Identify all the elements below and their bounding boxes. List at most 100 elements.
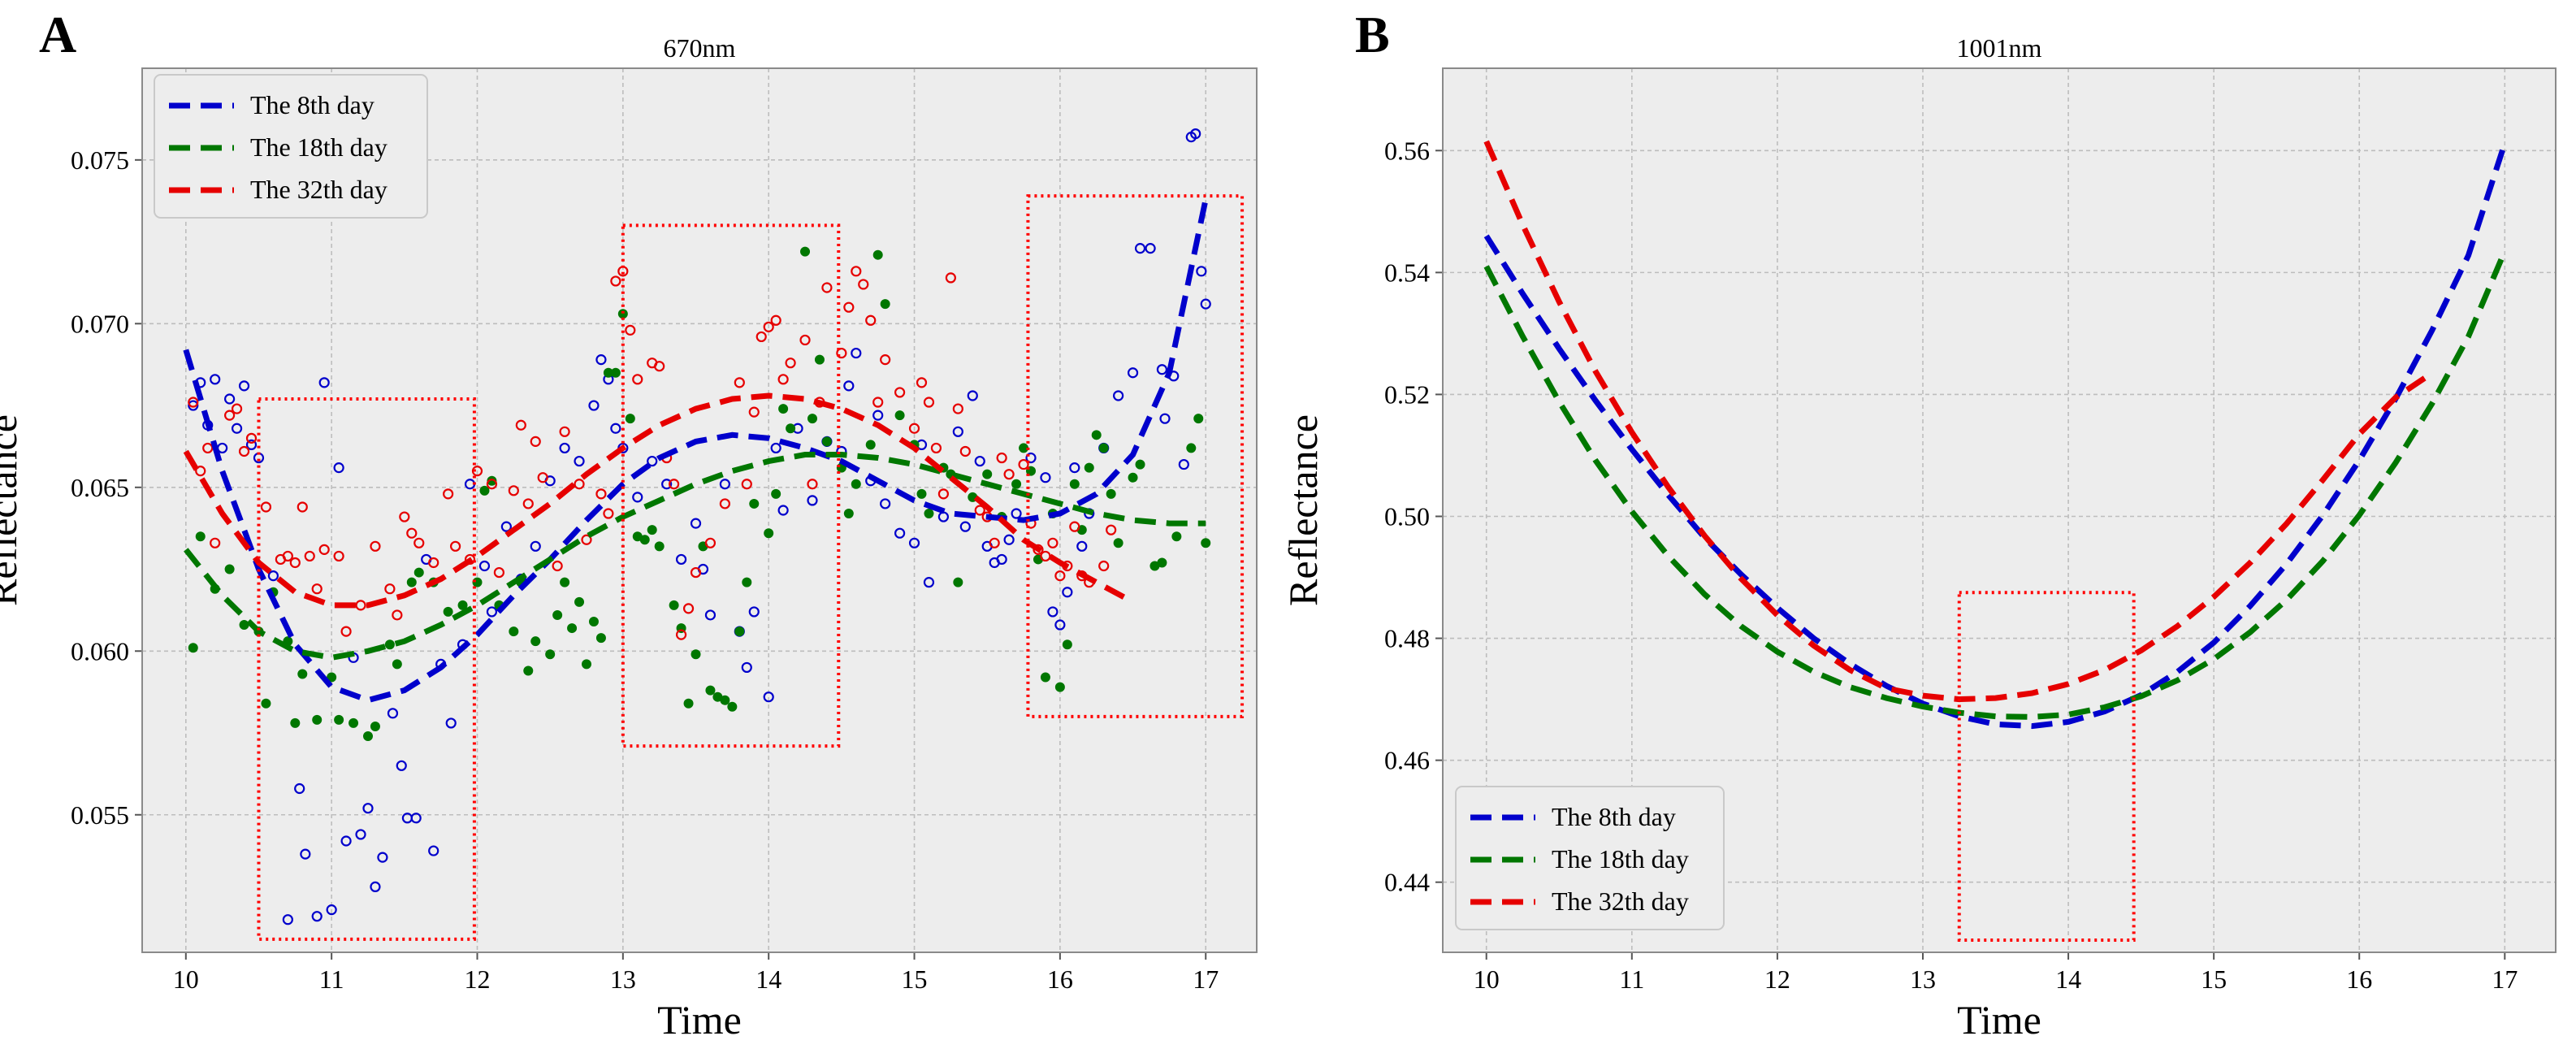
data-point-8th-day <box>1011 508 1022 519</box>
data-point-32th-day <box>370 540 381 552</box>
data-point-18th-day <box>880 299 890 310</box>
data-point-18th-day <box>370 721 380 731</box>
data-point-8th-day <box>574 455 585 467</box>
data-point-32th-day <box>807 479 818 490</box>
x-axis-label: Time <box>657 997 742 1042</box>
data-point-8th-day <box>1054 619 1066 631</box>
data-point-32th-day <box>355 600 366 611</box>
data-point-32th-day <box>522 498 534 509</box>
x-tick-label: 16 <box>2346 964 2372 994</box>
data-point-8th-day <box>1076 540 1088 552</box>
data-point-32th-day <box>333 550 344 562</box>
data-point-18th-day <box>574 596 585 607</box>
data-point-18th-day <box>479 485 490 496</box>
data-point-32th-day <box>449 540 461 552</box>
data-point-32th-day <box>304 550 315 562</box>
data-point-8th-day <box>661 479 673 490</box>
legend-label: The 32th day <box>1552 886 1689 916</box>
data-point-18th-day <box>851 479 861 489</box>
data-point-32th-day <box>908 423 920 434</box>
data-point-8th-day <box>923 577 935 588</box>
data-point-32th-day <box>515 419 526 431</box>
data-point-32th-day <box>836 347 847 359</box>
data-point-18th-day <box>392 659 402 670</box>
data-point-8th-day <box>333 462 344 474</box>
legend-box <box>154 74 428 219</box>
data-point-18th-day <box>865 440 876 450</box>
data-point-32th-day <box>428 557 439 569</box>
fit-line-18th-day <box>1483 249 2508 720</box>
data-point-32th-day <box>508 485 519 496</box>
data-point-8th-day <box>1069 462 1080 474</box>
data-point-18th-day <box>982 469 993 479</box>
data-point-18th-day <box>297 669 308 679</box>
y-tick-label: 0.055 <box>71 800 129 830</box>
data-point-18th-day <box>727 701 738 712</box>
data-point-32th-day <box>297 501 308 513</box>
data-point-32th-day <box>260 501 272 513</box>
data-point-8th-day <box>843 380 855 392</box>
x-tick-label: 15 <box>2201 964 2227 994</box>
data-point-8th-day <box>188 400 199 411</box>
data-point-18th-day <box>1098 443 1109 453</box>
data-point-32th-day <box>486 479 498 490</box>
data-point-8th-day <box>340 835 352 847</box>
data-point-32th-day <box>384 583 396 595</box>
y-tick-label: 0.44 <box>1384 868 1430 897</box>
data-point-32th-day <box>392 609 403 621</box>
data-point-32th-day <box>188 397 199 408</box>
data-point-32th-day <box>245 432 258 444</box>
data-point-18th-day <box>778 404 789 414</box>
data-point-8th-day <box>777 505 789 516</box>
y-tick-label: 0.065 <box>71 473 129 502</box>
data-point-32th-day <box>704 537 717 548</box>
data-point-8th-day <box>880 498 891 509</box>
legend-label: The 32th day <box>250 175 387 204</box>
data-point-8th-day <box>595 354 607 366</box>
data-point-8th-day <box>318 377 330 388</box>
data-point-8th-day <box>500 521 512 532</box>
data-point-8th-day <box>770 442 781 454</box>
data-point-32th-day <box>675 629 687 640</box>
data-point-8th-day <box>632 492 643 503</box>
data-point-18th-day <box>334 714 344 725</box>
data-point-32th-day <box>785 358 796 369</box>
panel-label-b: B <box>1355 6 1390 63</box>
data-point-18th-day <box>1040 672 1050 683</box>
data-point-8th-day <box>238 380 250 392</box>
data-point-18th-day <box>588 617 599 627</box>
data-point-32th-day <box>851 266 862 277</box>
data-point-32th-day <box>1069 521 1080 532</box>
data-point-8th-day <box>245 439 258 451</box>
data-point-32th-day <box>1054 570 1066 582</box>
data-point-18th-day <box>545 649 556 660</box>
data-point-18th-day <box>1054 682 1065 692</box>
data-point-32th-day <box>937 488 950 500</box>
data-point-18th-day <box>742 577 752 587</box>
data-point-18th-day <box>807 414 817 424</box>
x-tick-label: 17 <box>1193 964 1219 994</box>
y-tick-label: 0.070 <box>71 309 129 338</box>
data-point-8th-day <box>428 845 439 856</box>
data-point-18th-day <box>625 414 635 424</box>
data-point-18th-day <box>567 623 578 634</box>
data-point-18th-day <box>669 600 679 610</box>
data-point-18th-day <box>872 249 883 260</box>
data-point-32th-day <box>559 426 570 437</box>
data-point-8th-day <box>1062 587 1073 598</box>
data-point-32th-day <box>996 452 1007 464</box>
data-point-8th-day <box>559 442 570 454</box>
data-point-18th-day <box>1091 430 1102 440</box>
data-point-32th-day <box>537 472 548 483</box>
data-point-18th-day <box>472 577 483 587</box>
data-point-32th-day <box>574 479 585 490</box>
data-point-8th-day <box>704 609 717 621</box>
data-point-8th-day <box>959 521 971 532</box>
data-point-8th-day <box>967 390 978 401</box>
data-point-32th-day <box>734 377 745 388</box>
data-point-32th-day <box>238 445 250 457</box>
data-point-8th-day <box>355 829 366 840</box>
data-point-8th-day <box>362 803 374 814</box>
data-point-8th-day <box>1040 472 1051 483</box>
data-point-8th-day <box>1145 243 1156 254</box>
